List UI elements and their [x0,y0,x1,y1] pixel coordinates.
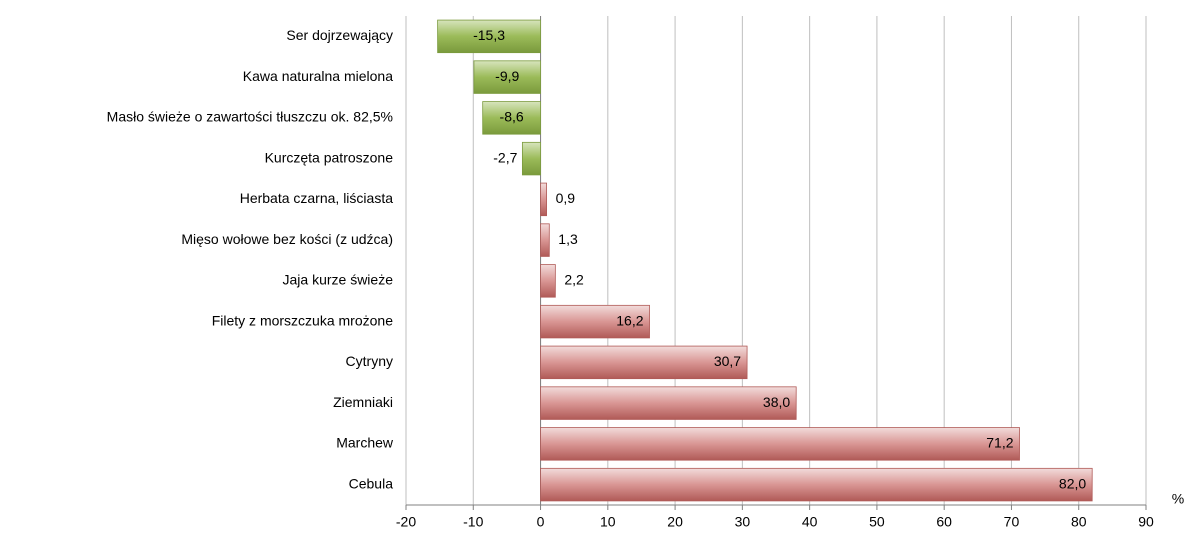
y-tick-label: Ziemniaki [333,394,393,410]
y-tick-label: Mięso wołowe bez kości (z udźca) [181,231,393,247]
x-tick-label: 20 [667,514,683,530]
x-tick-label: 50 [869,514,885,530]
bar [540,386,797,420]
x-tick-label: 0 [537,514,545,530]
value-label: -15,3 [473,27,505,43]
bar [540,264,556,298]
y-tick-label: Kawa naturalna mielona [243,68,393,84]
y-tick-label: Jaja kurze świeże [283,272,394,288]
bar [482,101,541,135]
y-tick-label: Cytryny [346,353,393,369]
x-tick-label: 40 [802,514,818,530]
x-tick-label: 60 [936,514,952,530]
bar [473,60,541,94]
y-tick-label: Ser dojrzewający [286,27,393,43]
bar [540,182,548,217]
value-label: -9,9 [495,68,519,84]
bar [540,304,650,339]
value-label: -8,6 [500,109,524,125]
bar [437,19,541,54]
bar [540,345,748,380]
bar [540,427,1020,461]
bar [540,223,550,257]
bar [521,141,541,176]
value-label: 2,2 [564,272,584,288]
y-tick-label: Herbata czarna, liściasta [240,190,394,206]
value-label: 0,9 [556,190,576,206]
value-label: 38,0 [763,394,790,410]
x-tick-label: 30 [735,514,751,530]
value-label: 1,3 [558,231,578,247]
bar [540,467,1093,502]
value-label: 71,2 [986,435,1013,451]
y-tick-label: Marchew [336,435,394,451]
y-tick-label: Masło świeże o zawartości tłuszczu ok. 8… [107,109,393,125]
x-tick-label: -20 [396,514,416,530]
y-tick-label: Filety z morszczuka mrożone [212,312,393,328]
x-tick-label: 90 [1138,514,1154,530]
y-tick-label: Kurczęta patroszone [265,149,394,165]
value-label: 30,7 [714,353,741,369]
y-tick-label: Cebula [349,475,394,491]
x-tick-label: 10 [600,514,616,530]
value-label: -2,7 [493,149,517,165]
x-unit: % [1172,491,1184,507]
x-tick-label: 80 [1071,514,1087,530]
value-label: 16,2 [616,312,643,328]
value-label: 82,0 [1059,475,1086,491]
x-tick-label: 70 [1004,514,1020,530]
x-tick-label: -10 [463,514,483,530]
